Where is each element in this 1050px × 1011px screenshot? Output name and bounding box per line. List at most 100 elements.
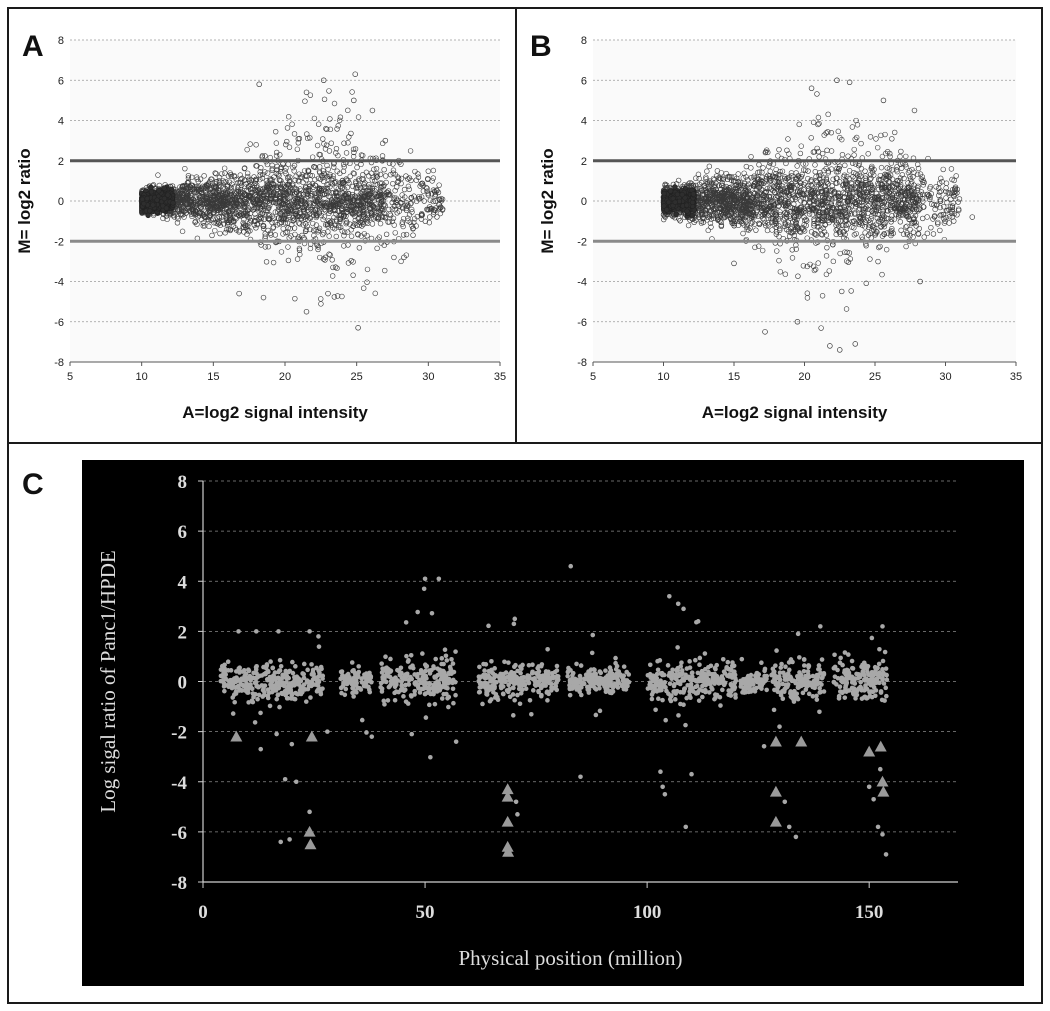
- panel-a-point: [285, 257, 292, 264]
- panel-a-point: [337, 114, 344, 120]
- panel-b-y-tick-label: -2: [577, 236, 587, 248]
- panel-a-x-tick-label: 30: [422, 371, 434, 383]
- panel-a-point: [206, 223, 212, 230]
- panel-a-point: [341, 232, 347, 239]
- panel-a-point: [340, 180, 347, 187]
- panel-a-point: [289, 121, 295, 127]
- panel-a-point: [324, 174, 330, 180]
- panel-a-x-tick-label: 35: [494, 371, 506, 383]
- panel-a-point: [299, 232, 305, 239]
- panel-a-point: [147, 208, 153, 214]
- panel-a-point: [326, 148, 333, 154]
- panel-a-point: [311, 212, 317, 218]
- panel-a-y-tick-label: -2: [54, 236, 64, 248]
- panel-a-point: [291, 162, 298, 169]
- panel-a-point: [387, 171, 394, 178]
- panel-a-point: [361, 231, 368, 237]
- panel-a-point: [351, 171, 357, 177]
- figure-frame: [7, 7, 1043, 1004]
- panel-a-point: [380, 208, 386, 214]
- panel-a-point: [418, 212, 425, 219]
- panel-a-point: [337, 218, 343, 225]
- panel-b-y-tick-label: 6: [581, 75, 587, 87]
- panel-a-point: [372, 181, 379, 188]
- panel-a-point: [297, 221, 303, 227]
- panel-a-point: [262, 199, 268, 205]
- panel-a-point: [220, 185, 226, 191]
- panel-a-point: [277, 193, 283, 199]
- panel-a-x-tick-label: 10: [136, 371, 148, 383]
- panel-a-point: [395, 175, 402, 182]
- panel-a-point: [161, 195, 168, 202]
- panel-a-point: [284, 125, 291, 131]
- panel-a-point: [418, 194, 425, 200]
- panel-a-point: [182, 165, 188, 172]
- panel-a-point: [319, 231, 326, 238]
- panel-a-y-tick-label: 6: [58, 75, 64, 87]
- panel-a-point: [195, 214, 201, 220]
- panel-a-y-axis-title: M= log2 ratio: [15, 148, 34, 253]
- panel-a-point: [314, 142, 321, 149]
- panel-a-point: [150, 202, 156, 208]
- panel-a-point: [216, 178, 223, 184]
- panel-a-point: [324, 162, 330, 169]
- panel-a-point: [390, 180, 396, 187]
- panel-b-x-tick-label: 35: [1010, 371, 1022, 383]
- panel-b-x-tick-label: 10: [657, 371, 669, 383]
- panel-a-point-cloud: [138, 71, 446, 331]
- panel-a-point: [156, 188, 162, 194]
- panel-a-point: [307, 92, 314, 98]
- panel-a-point: [328, 140, 335, 146]
- panel-b-x-tick-label: 20: [798, 371, 810, 383]
- panel-a-point: [303, 177, 309, 183]
- panel-a-point: [189, 213, 195, 220]
- panel-a-point: [425, 207, 431, 213]
- panel-a-point: [253, 225, 259, 231]
- panel-a-point: [311, 232, 317, 239]
- panel-a-point: [403, 205, 409, 212]
- panel-a-point: [324, 126, 330, 133]
- panel-a-point: [417, 183, 423, 189]
- panel-a-point: [356, 245, 363, 251]
- panel-a-point: [416, 193, 422, 200]
- panel-a-point: [221, 179, 227, 185]
- panel-a-point: [262, 153, 268, 159]
- panel-a-point: [372, 290, 378, 297]
- panel-a-point: [334, 126, 340, 132]
- panel-a-point: [322, 257, 328, 263]
- panel-a-point: [265, 216, 271, 222]
- panel-a-point: [311, 115, 318, 122]
- panel-a-point: [263, 259, 270, 265]
- panel-a-point: [399, 219, 406, 225]
- panel-b-y-tick-label: 2: [581, 156, 587, 168]
- panel-a-point: [317, 254, 323, 261]
- panel-a-point: [380, 184, 387, 190]
- panel-b-y-tick-label: 4: [581, 116, 587, 128]
- panel-a-point: [424, 206, 430, 213]
- panel-a-point: [307, 183, 313, 189]
- panel-a-point: [265, 227, 271, 234]
- panel-a-point: [228, 184, 234, 191]
- panel-a-point: [347, 173, 353, 180]
- panel-a-point: [307, 202, 314, 208]
- panel-a-point: [330, 264, 336, 271]
- panel-a-point: [340, 180, 346, 186]
- panel-a-point: [301, 196, 308, 203]
- panel-a-point: [382, 267, 388, 274]
- panel-a-point: [220, 217, 227, 223]
- panel-a-point: [426, 219, 433, 226]
- panel-a-point: [288, 233, 294, 239]
- panel-a-point: [283, 141, 289, 148]
- panel-a-point: [217, 230, 223, 237]
- panel-a-label: A: [22, 30, 44, 63]
- panel-a-point: [247, 217, 254, 224]
- panel-a-point: [331, 164, 337, 170]
- panel-b-y-tick-label: -6: [577, 317, 587, 329]
- panel-a-point: [268, 232, 274, 238]
- panel-a-point: [212, 170, 218, 176]
- panel-a-point: [392, 230, 398, 236]
- panel-b-y-tick-label: -4: [577, 277, 587, 289]
- panel-a-point: [423, 184, 429, 191]
- panel-a-point: [379, 198, 385, 205]
